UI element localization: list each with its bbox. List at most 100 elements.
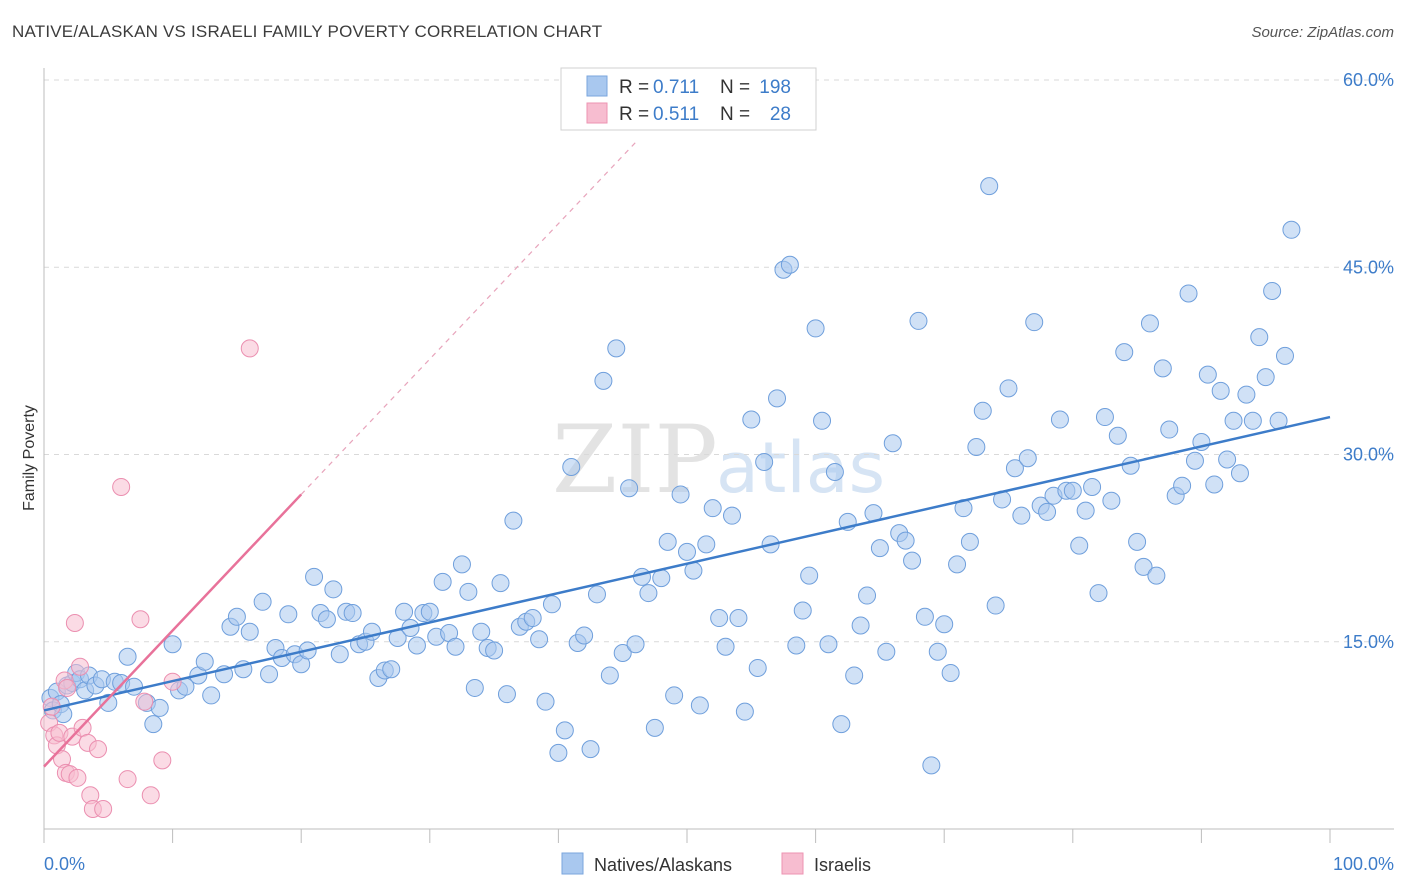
bottom-legend-swatch-israelis [781, 852, 804, 875]
point-natives-54 [395, 602, 414, 621]
point-natives-77 [542, 595, 561, 614]
point-natives-13 [99, 693, 118, 712]
legend-swatch-natives [586, 75, 608, 97]
point-israelis-22 [135, 692, 154, 711]
y-tick-label-30: 30.0% [1343, 445, 1394, 465]
point-natives-191 [1275, 346, 1294, 365]
legend-r-value-natives: 0.711 [653, 77, 699, 98]
point-natives-143 [967, 438, 986, 457]
point-natives-184 [1230, 464, 1249, 483]
point-natives-56 [407, 636, 426, 655]
point-natives-83 [581, 740, 600, 759]
bottom-legend-label-israelis: Israelis [814, 855, 871, 875]
point-natives-20 [150, 698, 169, 717]
point-natives-46 [343, 604, 362, 623]
point-natives-179 [1198, 365, 1217, 384]
legend-n-value-natives: 198 [759, 77, 791, 98]
x-tick-label-min: 0.0% [44, 854, 85, 874]
point-natives-160 [1076, 501, 1095, 520]
point-natives-107 [735, 702, 754, 721]
point-natives-162 [1089, 584, 1108, 603]
point-natives-90 [626, 635, 645, 654]
trend-line-israelis-extension [300, 142, 636, 495]
point-natives-171 [1147, 566, 1166, 585]
point-natives-164 [1102, 491, 1121, 510]
point-natives-186 [1243, 411, 1262, 430]
point-natives-16 [118, 647, 137, 666]
point-natives-163 [1095, 408, 1114, 427]
point-natives-106 [729, 609, 748, 628]
point-natives-43 [324, 580, 343, 599]
point-israelis-8 [58, 678, 77, 697]
legend-swatch-israelis [586, 102, 608, 124]
series-natives-points [41, 177, 1301, 775]
point-israelis-20 [118, 770, 137, 789]
point-natives-167 [1121, 456, 1140, 475]
point-natives-138 [935, 615, 954, 634]
bottom-legend-label-natives: Natives/Alaskans [594, 855, 732, 875]
point-natives-44 [330, 645, 349, 664]
point-natives-31 [240, 622, 259, 641]
point-natives-69 [491, 574, 510, 593]
bottom-legend: Natives/Alaskans Israelis [561, 852, 871, 875]
point-natives-189 [1263, 281, 1282, 300]
point-israelis-19 [112, 477, 131, 496]
point-natives-168 [1128, 532, 1147, 551]
point-natives-172 [1153, 359, 1172, 378]
point-natives-74 [523, 609, 542, 628]
point-natives-65 [465, 678, 484, 697]
point-natives-136 [922, 756, 941, 775]
legend-r-value-israelis: 0.511 [653, 104, 699, 125]
y-axis-label: Family Poverty [21, 405, 38, 511]
point-natives-92 [639, 584, 658, 603]
point-natives-97 [671, 485, 690, 504]
point-israelis-24 [153, 751, 172, 770]
point-natives-66 [472, 622, 491, 641]
point-natives-103 [710, 609, 729, 628]
point-natives-96 [665, 686, 684, 705]
point-natives-102 [703, 499, 722, 518]
point-natives-130 [883, 434, 902, 453]
point-natives-82 [575, 626, 594, 645]
point-natives-63 [452, 555, 471, 574]
point-natives-42 [317, 610, 336, 629]
point-natives-159 [1070, 536, 1089, 555]
trend-line-israelis [43, 493, 303, 768]
point-natives-60 [433, 572, 452, 591]
y-tick-label-15: 15.0% [1343, 632, 1394, 652]
point-natives-192 [1282, 220, 1301, 239]
point-natives-21 [163, 635, 182, 654]
point-natives-173 [1160, 420, 1179, 439]
point-natives-36 [279, 605, 298, 624]
point-israelis-21 [131, 610, 150, 629]
point-natives-146 [986, 596, 1005, 615]
point-natives-118 [806, 319, 825, 338]
point-natives-85 [594, 371, 613, 390]
point-natives-95 [658, 532, 677, 551]
point-natives-156 [1050, 410, 1069, 429]
point-natives-135 [915, 607, 934, 626]
point-natives-182 [1218, 450, 1237, 469]
point-natives-105 [723, 506, 742, 525]
point-natives-126 [858, 586, 877, 605]
point-natives-139 [941, 663, 960, 682]
trend-line-natives [43, 415, 1331, 712]
point-israelis-27 [71, 657, 90, 676]
point-natives-88 [613, 643, 632, 662]
point-natives-109 [748, 658, 767, 677]
y-tick-label-60: 60.0% [1343, 70, 1394, 90]
point-natives-116 [793, 601, 812, 620]
point-natives-33 [260, 665, 279, 684]
y-tick-labels: 15.0% 30.0% 45.0% 60.0% [1343, 70, 1394, 652]
point-natives-142 [960, 532, 979, 551]
point-natives-115 [787, 636, 806, 655]
source-label: Source: ZipAtlas.com [1251, 24, 1394, 41]
point-natives-79 [555, 721, 574, 740]
point-natives-149 [1005, 459, 1024, 478]
point-natives-165 [1108, 426, 1127, 445]
point-israelis-26 [240, 339, 259, 358]
point-israelis-12 [68, 768, 87, 787]
point-natives-108 [742, 410, 761, 429]
point-natives-158 [1063, 481, 1082, 500]
point-natives-119 [813, 411, 832, 430]
